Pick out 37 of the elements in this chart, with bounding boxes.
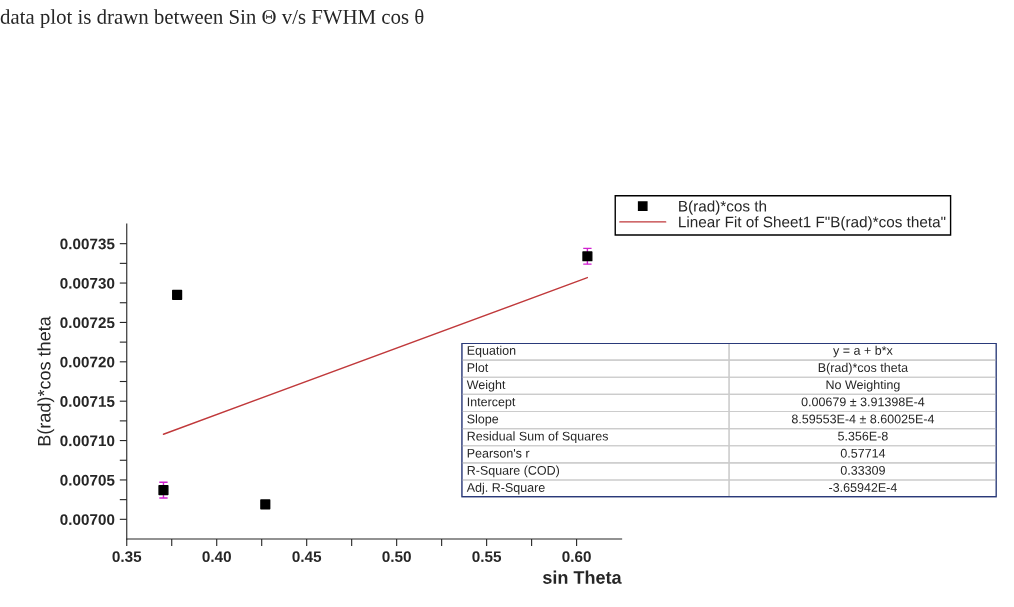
y-tick-label: 0.00710	[60, 435, 115, 447]
text: 5.356E-8	[838, 431, 888, 441]
annotation: R-Square (COD)	[467, 465, 560, 478]
x-tick-label: 0.45	[292, 551, 322, 563]
legend-label: Linear Fit of Sheet1 F"B(rad)*cos theta"	[679, 216, 946, 231]
y-tick-label: 0.00735	[60, 238, 115, 250]
annotation: Adj. R-Square	[466, 482, 545, 495]
legend-label: B(rad)*cos th	[679, 200, 767, 215]
text: 0.00679 ± 3.91398E-4	[801, 397, 925, 407]
y-tick-label: 0.00705	[60, 474, 115, 486]
y-axis-title: B(rad)*cos theta	[37, 316, 55, 446]
y-tick-label: 0.00700	[60, 514, 115, 526]
text: B(rad)*cos theta	[818, 362, 909, 375]
text: 0.57714	[840, 448, 886, 458]
text: 0.33309	[840, 465, 885, 475]
text: -3.65942E-4	[829, 483, 897, 492]
annotation: Plot	[467, 362, 489, 373]
x-tick-label: 0.60	[562, 551, 591, 563]
text: 8.59553E-4 ± 8.60025E-4	[791, 414, 935, 424]
annotation: Pearson's r	[467, 448, 530, 458]
y-tick-label: 0.00725	[60, 317, 115, 329]
x-tick-label: 0.40	[202, 551, 231, 563]
annotation: Equation	[467, 345, 516, 358]
annotation: Weight	[466, 379, 506, 392]
y-tick-label: 0.00720	[60, 356, 115, 368]
x-tick-label: 0.50	[382, 551, 411, 563]
annotation: Residual Sum of Squares	[467, 431, 609, 443]
y-tick-label: 0.00730	[60, 277, 115, 289]
annotation: Intercept	[467, 397, 516, 409]
chart-title: data plot is drawn between Sin Θ v/s FWHM cos θ	[0, 9, 424, 29]
annotation: Slope	[467, 414, 499, 426]
x-axis-title: sin Theta	[542, 570, 622, 584]
text: y = a + b*x	[833, 345, 893, 358]
text: No Weighting	[826, 379, 900, 392]
x-tick-label: 0.35	[112, 551, 142, 563]
x-tick-label: 0.55	[472, 551, 502, 563]
y-tick-label: 0.00715	[60, 396, 115, 407]
